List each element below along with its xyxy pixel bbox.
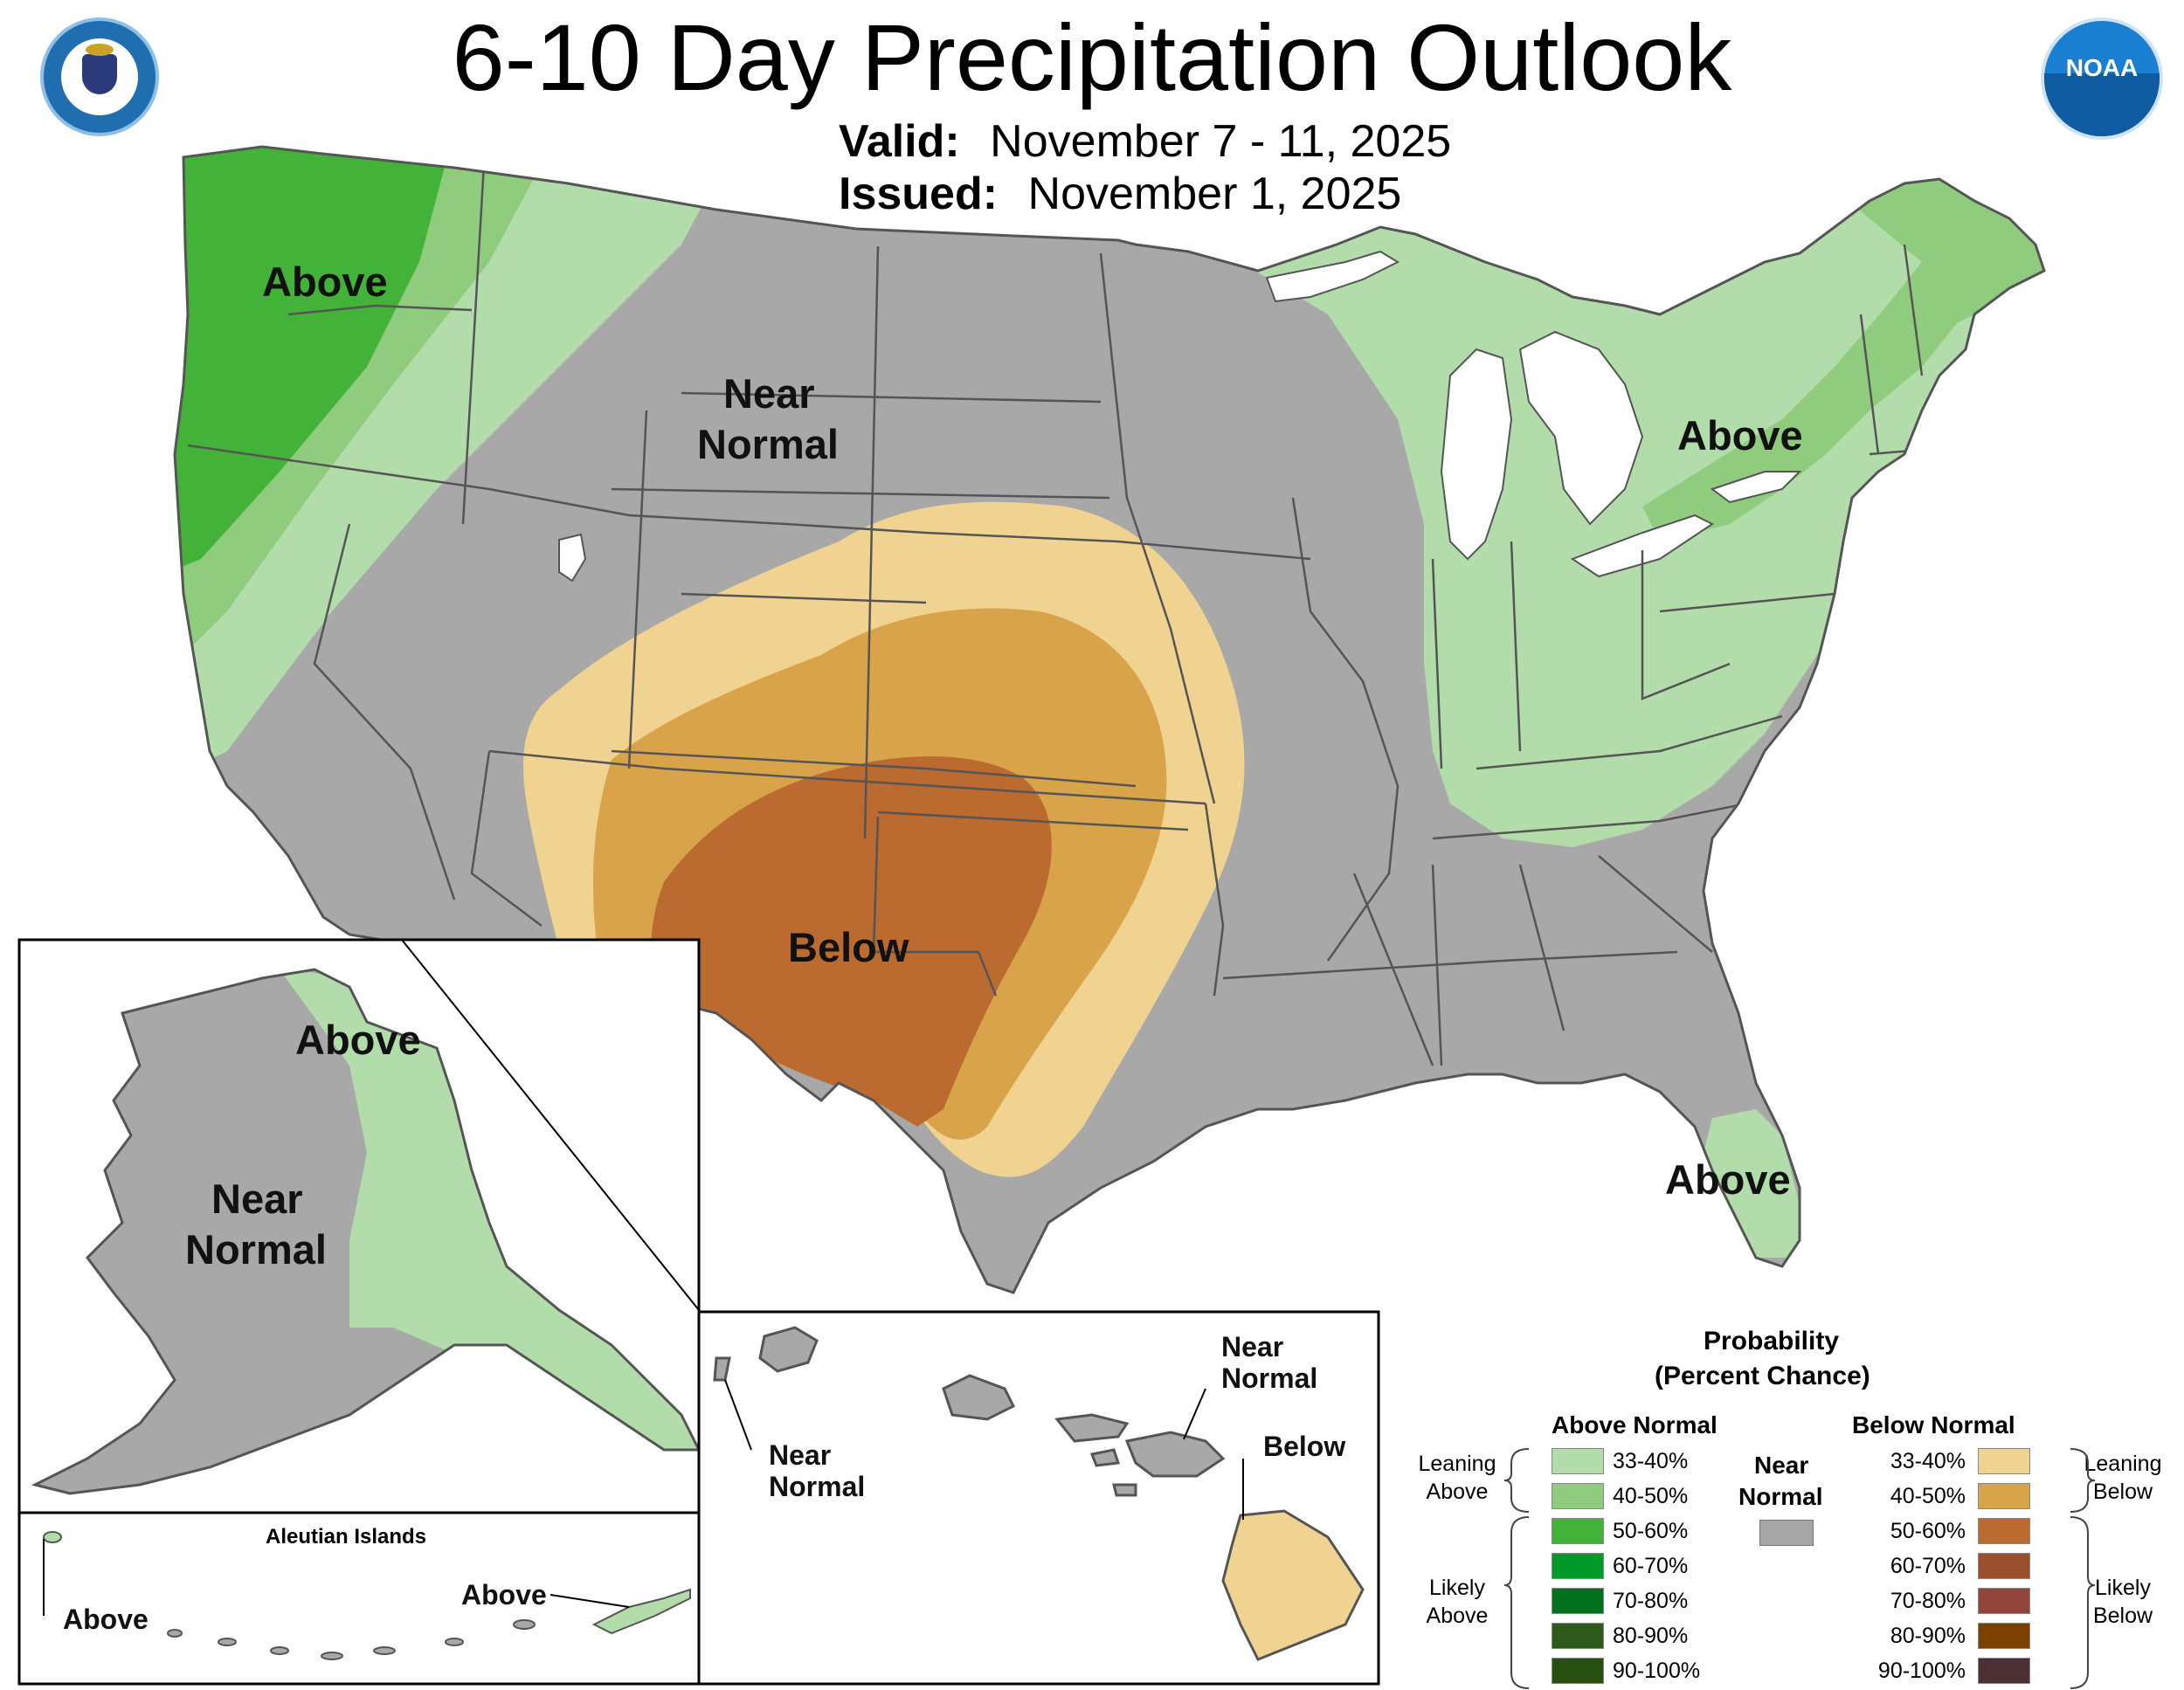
legend-title-2: (Percent Chance)	[1655, 1362, 1870, 1390]
legend-above-swatch-3	[1552, 1553, 1604, 1579]
legend-near-swatch	[1759, 1520, 1814, 1546]
issued-label: Issued:	[839, 169, 999, 219]
legend-below-swatch-4	[1978, 1588, 2030, 1614]
noaa-logo-icon: NOAA	[2041, 17, 2163, 140]
label-maui-near-1: Near	[1221, 1331, 1284, 1362]
label-alaska-near-2: Normal	[185, 1226, 327, 1273]
legend-above-swatch-6	[1552, 1658, 1604, 1684]
legend-above-swatch-4	[1552, 1588, 1604, 1614]
legend-above-header: Above Normal	[1552, 1411, 1717, 1438]
legend-below-swatch-1	[1978, 1483, 2030, 1509]
hawaii-islands	[713, 1326, 1365, 1661]
great-lakes	[558, 250, 1802, 583]
legend-near-2: Normal	[1738, 1483, 1823, 1510]
page-title: 6-10 Day Precipitation Outlook	[452, 4, 1732, 110]
legend-below-header: Below Normal	[1852, 1411, 2015, 1438]
issued-value: November 1, 2025	[1027, 169, 1402, 219]
aleutian-inset-frame	[17, 1511, 701, 1686]
legend-likely-above-1: Likely	[1429, 1576, 1485, 1600]
label-northwest-above: Above	[262, 259, 388, 305]
valid-label: Valid:	[839, 116, 960, 167]
legend-leaning-above-1: Leaning	[1418, 1452, 1496, 1476]
legend-below-label-0: 33-40%	[1890, 1449, 1966, 1473]
label-northeast-above: Above	[1677, 412, 1803, 459]
legend-near-1: Near	[1754, 1452, 1809, 1479]
label-near-normal-2: Normal	[697, 421, 839, 467]
issued-line: Issued: November 1, 2025	[839, 168, 1401, 220]
legend-likely-below-2: Below	[2092, 1604, 2153, 1628]
legend-below-swatch-3	[1978, 1553, 2030, 1579]
legend-above-label-0: 33-40%	[1613, 1449, 1689, 1473]
legend-likely-below-1: Likely	[2095, 1576, 2151, 1600]
legend-above-label-3: 60-70%	[1613, 1554, 1689, 1578]
legend-below-label-2: 50-60%	[1890, 1519, 1966, 1543]
label-southwest-below: Below	[788, 924, 909, 970]
label-near-normal-1: Near	[723, 370, 815, 417]
label-alaska-above: Above	[295, 1017, 421, 1063]
legend-leaning-below-2: Below	[2092, 1480, 2153, 1504]
legend-below-label-4: 70-80%	[1890, 1589, 1966, 1613]
label-hawaii-near-2: Normal	[769, 1471, 866, 1502]
legend-above-swatch-5	[1552, 1623, 1604, 1649]
aleutian-islands	[43, 1531, 691, 1660]
legend-below-swatch-0	[1978, 1448, 2030, 1474]
noaa-logo-text: NOAA	[2065, 54, 2139, 81]
label-big-island-below: Below	[1263, 1431, 1346, 1462]
legend-braces	[1503, 1448, 2096, 1689]
label-maui-near-2: Normal	[1221, 1362, 1318, 1394]
legend-title-1: Probability	[1704, 1327, 1840, 1355]
legend-above-swatch-1	[1552, 1483, 1604, 1509]
legend-below-label-5: 80-90%	[1890, 1624, 1966, 1648]
state-borders	[187, 148, 1975, 1066]
commerce-seal-icon	[40, 17, 159, 136]
legend-leaning-above-2: Above	[1426, 1480, 1489, 1504]
label-florida-above: Above	[1665, 1156, 1791, 1203]
valid-value: November 7 - 11, 2025	[990, 116, 1452, 167]
label-alaska-near-1: Near	[211, 1176, 303, 1222]
legend-below-label-3: 60-70%	[1890, 1554, 1966, 1578]
legend-leaning-below-1: Leaning	[2084, 1452, 2162, 1476]
legend-below-swatch-5	[1978, 1623, 2030, 1649]
legend-below-label-6: 90-100%	[1877, 1659, 1966, 1683]
legend-above-label-4: 70-80%	[1613, 1589, 1689, 1613]
legend-below-swatch-2	[1978, 1518, 2030, 1544]
legend-below-label-1: 40-50%	[1890, 1484, 1966, 1508]
legend-above-label-1: 40-50%	[1613, 1484, 1689, 1508]
alaska-connector	[401, 939, 700, 1311]
legend-above-swatch-0	[1552, 1448, 1604, 1474]
legend-above-label-6: 90-100%	[1613, 1659, 1701, 1683]
legend-above-label-2: 50-60%	[1613, 1519, 1689, 1543]
legend-below-swatch-6	[1978, 1658, 2030, 1684]
legend-above-swatch-2	[1552, 1518, 1604, 1544]
aleutian-title: Aleutian Islands	[266, 1525, 427, 1549]
label-aleutian-above-right: Above	[461, 1579, 547, 1611]
label-hawaii-near-1: Near	[769, 1439, 832, 1471]
legend-likely-above-2: Above	[1426, 1604, 1489, 1628]
legend-above-label-5: 80-90%	[1613, 1624, 1689, 1648]
label-aleutian-above-left: Above	[63, 1604, 149, 1635]
valid-line: Valid: November 7 - 11, 2025	[839, 115, 1451, 168]
